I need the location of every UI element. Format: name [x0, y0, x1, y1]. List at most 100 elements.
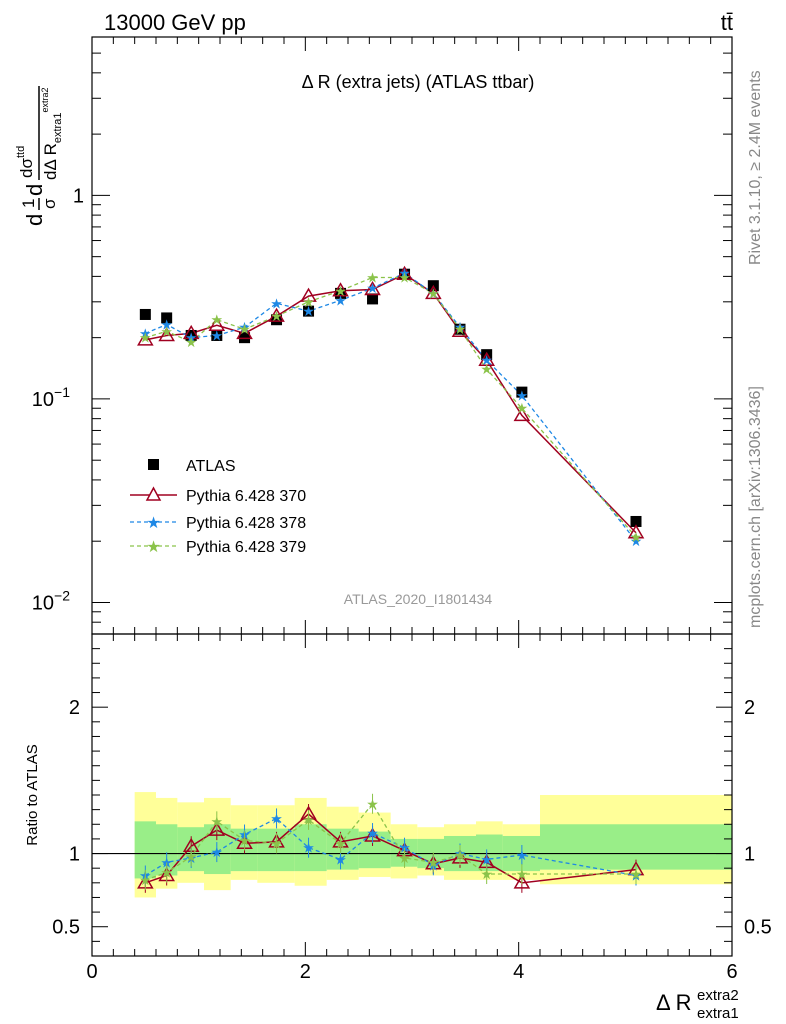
main-point-star: ★ [398, 265, 411, 281]
ratio-point-star: ★ [238, 832, 251, 848]
ratio-band-green [294, 824, 327, 872]
header-left: 13000 GeV pp [104, 10, 246, 35]
ratio-point-star: ★ [270, 835, 283, 851]
ratio-point-star: ★ [160, 865, 173, 881]
main-point-star: ★ [139, 325, 152, 341]
main-point-triangle [300, 287, 317, 302]
main-point-atlas [139, 308, 151, 320]
ratio-axis-ticks: 0 2 4 6 0.5 0.5 1 1 2 2 [52, 633, 772, 983]
main-title: Δ R (extra jets) (ATLAS ttbar) [302, 72, 535, 92]
main-point-atlas [303, 305, 315, 317]
xlabel-sup: extra2 [697, 987, 739, 1004]
x-axis-label: Δ R extra2 extra1 [656, 987, 739, 1022]
main-point-star: ★ [185, 330, 198, 346]
legend-label-378: Pythia 6.428 378 [186, 515, 306, 532]
main-point-star: ★ [238, 321, 251, 337]
main-point-star: ★ [270, 308, 283, 324]
main-point-triangle [478, 351, 495, 366]
main-point-atlas [630, 515, 642, 527]
ratio-band-green [134, 821, 156, 879]
ratio-point-star: ★ [139, 872, 152, 888]
main-point-atlas [185, 329, 197, 341]
ratio-band-green [156, 824, 178, 876]
main-point-star: ★ [480, 361, 493, 377]
main-point-triangle [268, 307, 285, 322]
ratio-ytick-label-right: 1 [744, 844, 755, 866]
main-point-star: ★ [427, 285, 440, 301]
ratio-point-star: ★ [480, 851, 493, 867]
ratio-point-star: ★ [454, 847, 467, 863]
ratio-point-star: ★ [366, 825, 379, 841]
ratio-point-star: ★ [211, 813, 224, 829]
main-point-star: ★ [366, 269, 379, 285]
main-point-triangle [208, 316, 226, 332]
ratio-xtick-label: 0 [86, 961, 97, 983]
main-point-star: ★ [334, 292, 347, 308]
main-point-triangle [332, 282, 349, 297]
main-ytick-label: 10−1 [32, 384, 70, 411]
main-data-layer: ★★★ ★★★ ★★★★★★★★★★ ★★★★★★★★ ★★★★★★ [137, 265, 645, 549]
ratio-point-star: ★ [185, 848, 198, 864]
main-point-atlas [335, 287, 347, 299]
ratio-band-green [177, 827, 204, 872]
main-series-line [145, 276, 637, 538]
main-point-star: ★ [211, 327, 224, 343]
main-point-triangle [425, 284, 442, 300]
main-point-star: ★ [454, 321, 467, 337]
main-point-atlas [454, 323, 466, 335]
main-point-triangle [182, 324, 200, 340]
main-point-triangle [364, 280, 381, 296]
xlabel-sub: extra1 [697, 1005, 739, 1022]
main-ylabel: d 1 σ d dσttd dΔ Rextra1extra2 [15, 86, 64, 226]
ratio-point-star: ★ [334, 835, 347, 851]
main-axis-ticks: 1 10−1 10−2 [32, 36, 733, 635]
ylabel-d: d [22, 184, 47, 196]
ratio-data-layer: ★★ ★ ★★★★★★★★★ ★ ★★★ ★★★★ ★★★★★ ★ ★★ ★ ★ [137, 793, 645, 893]
main-point-star: ★ [427, 285, 440, 301]
main-point-star: ★ [516, 387, 529, 403]
main-point-star: ★ [302, 303, 315, 319]
ratio-point-star: ★ [427, 854, 440, 870]
main-series-line [145, 272, 637, 542]
analysis-watermark: ATLAS_2020_I1801434 [344, 591, 493, 607]
ratio-ytick-label-right: 2 [744, 697, 755, 719]
main-point-triangle [513, 406, 531, 422]
ratio-point-triangle [208, 821, 226, 836]
ratio-band-green [204, 824, 231, 875]
main-point-atlas [161, 312, 173, 324]
ratio-ytick-label-left: 1 [69, 844, 80, 866]
main-point-atlas [271, 314, 283, 326]
main-point-star: ★ [630, 533, 643, 549]
mcplots-label: mcplots.cern.ch [arXiv:1306.3436] [747, 386, 764, 628]
legend-marker-370 [145, 486, 162, 501]
ylabel-inner-num: dσttd [15, 146, 36, 178]
ratio-point-triangle [513, 874, 531, 889]
main-ytick-label: 10−2 [32, 587, 70, 614]
legend-marker-379: ★ [146, 539, 160, 556]
ratio-point-star: ★ [516, 847, 529, 863]
legend-label-379: Pythia 6.428 379 [186, 539, 306, 556]
ylabel-inner-den: dΔ Rextra1extra2 [40, 88, 64, 180]
main-point-atlas [399, 268, 411, 280]
main-point-atlas [367, 293, 379, 305]
ratio-point-star: ★ [302, 812, 315, 828]
ratio-series-line [144, 817, 637, 877]
ratio-panel: ★★ ★ ★★★★★★★★★ ★ ★★★ ★★★★ ★★★★★ ★ ★★ ★ ★ 0 2 4 6 0.5 0.… [24, 633, 772, 1022]
ratio-ytick-label-left: 0.5 [52, 917, 80, 939]
ratio-point-star: ★ [398, 850, 411, 866]
main-point-star: ★ [334, 283, 347, 299]
ratio-ytick-label-right: 0.5 [744, 917, 772, 939]
ratio-point-star: ★ [302, 840, 315, 856]
main-point-star: ★ [160, 317, 173, 333]
legend-marker-atlas [148, 459, 159, 470]
ratio-point-star: ★ [366, 796, 379, 812]
main-point-star: ★ [366, 280, 379, 296]
main-point-star: ★ [139, 330, 152, 346]
ratio-point-star: ★ [480, 866, 493, 882]
main-point-star: ★ [398, 269, 411, 285]
ratio-point-star: ★ [516, 866, 529, 882]
legend-label-atlas: ATLAS [186, 458, 236, 475]
main-point-star: ★ [630, 529, 643, 545]
main-point-star: ★ [480, 352, 493, 368]
